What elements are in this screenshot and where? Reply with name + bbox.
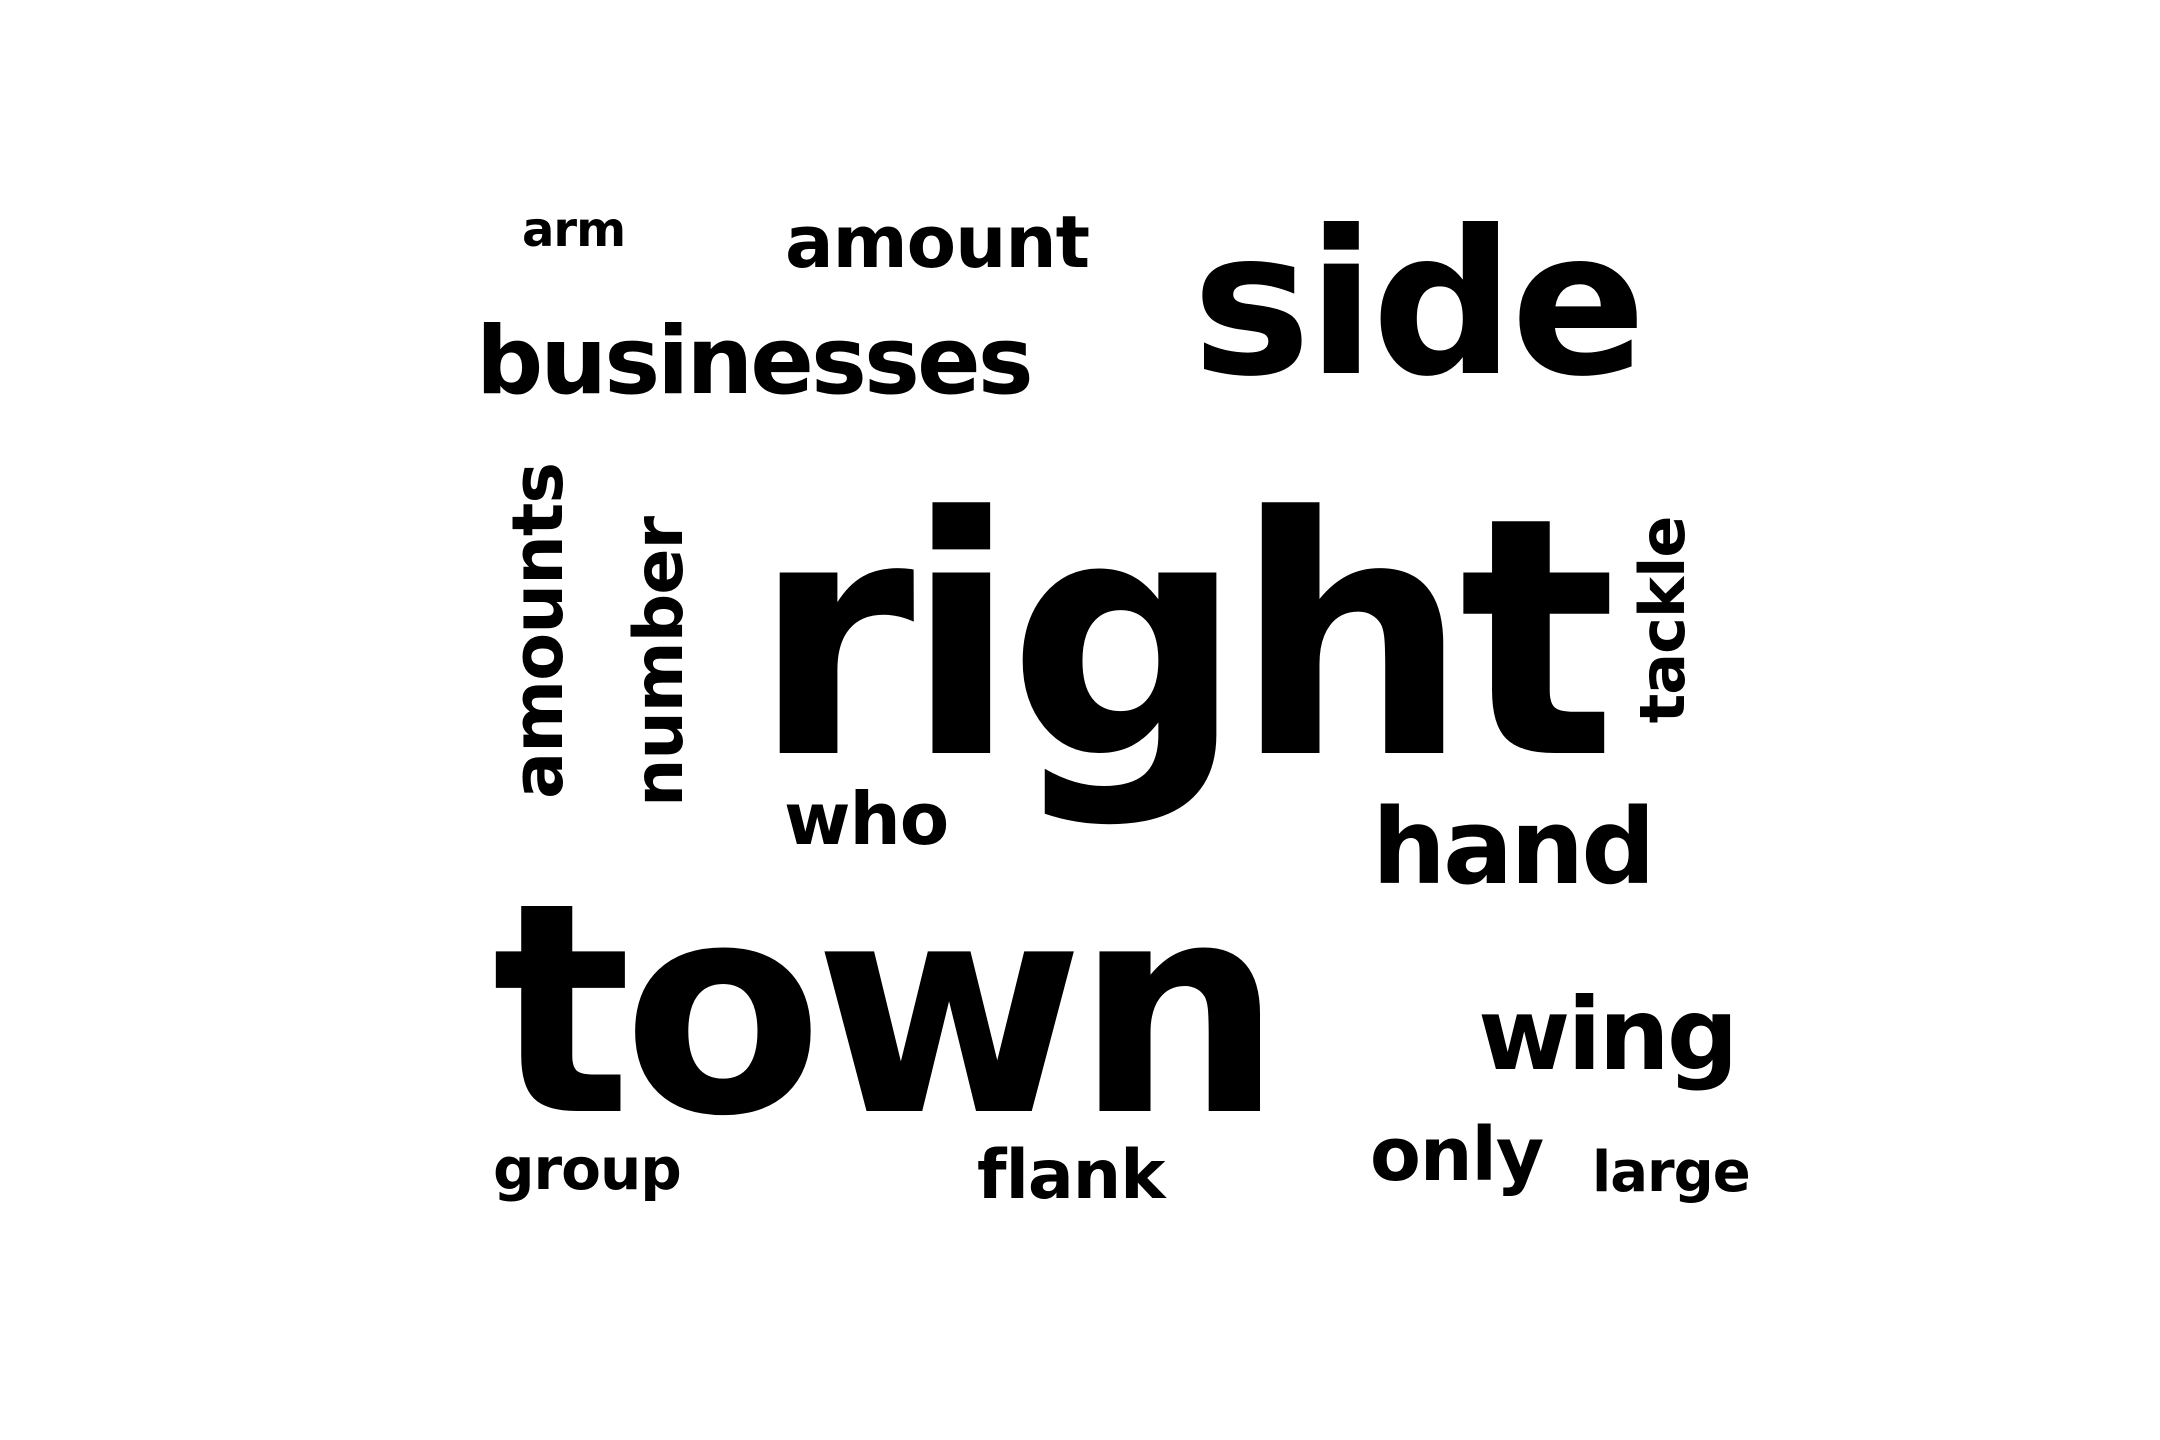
word-amounts: amounts xyxy=(497,462,579,800)
word-flank: flank xyxy=(977,1136,1165,1215)
word-only: only xyxy=(1370,1112,1544,1198)
word-town: town xyxy=(492,840,1283,1180)
word-right: right xyxy=(752,447,1617,831)
word-hand: hand xyxy=(1372,786,1656,908)
word-amount: amount xyxy=(785,200,1090,284)
word-number: number xyxy=(620,517,699,808)
word-tackle: tackle xyxy=(1626,516,1699,724)
word-side: side xyxy=(1192,188,1646,421)
word-wing: wing xyxy=(1478,976,1738,1093)
word-large: large xyxy=(1592,1140,1751,1205)
word-businesses: businesses xyxy=(476,307,1034,416)
word-who: who xyxy=(784,777,949,861)
word-group: group xyxy=(493,1135,682,1203)
word-arm: arm xyxy=(522,202,626,258)
